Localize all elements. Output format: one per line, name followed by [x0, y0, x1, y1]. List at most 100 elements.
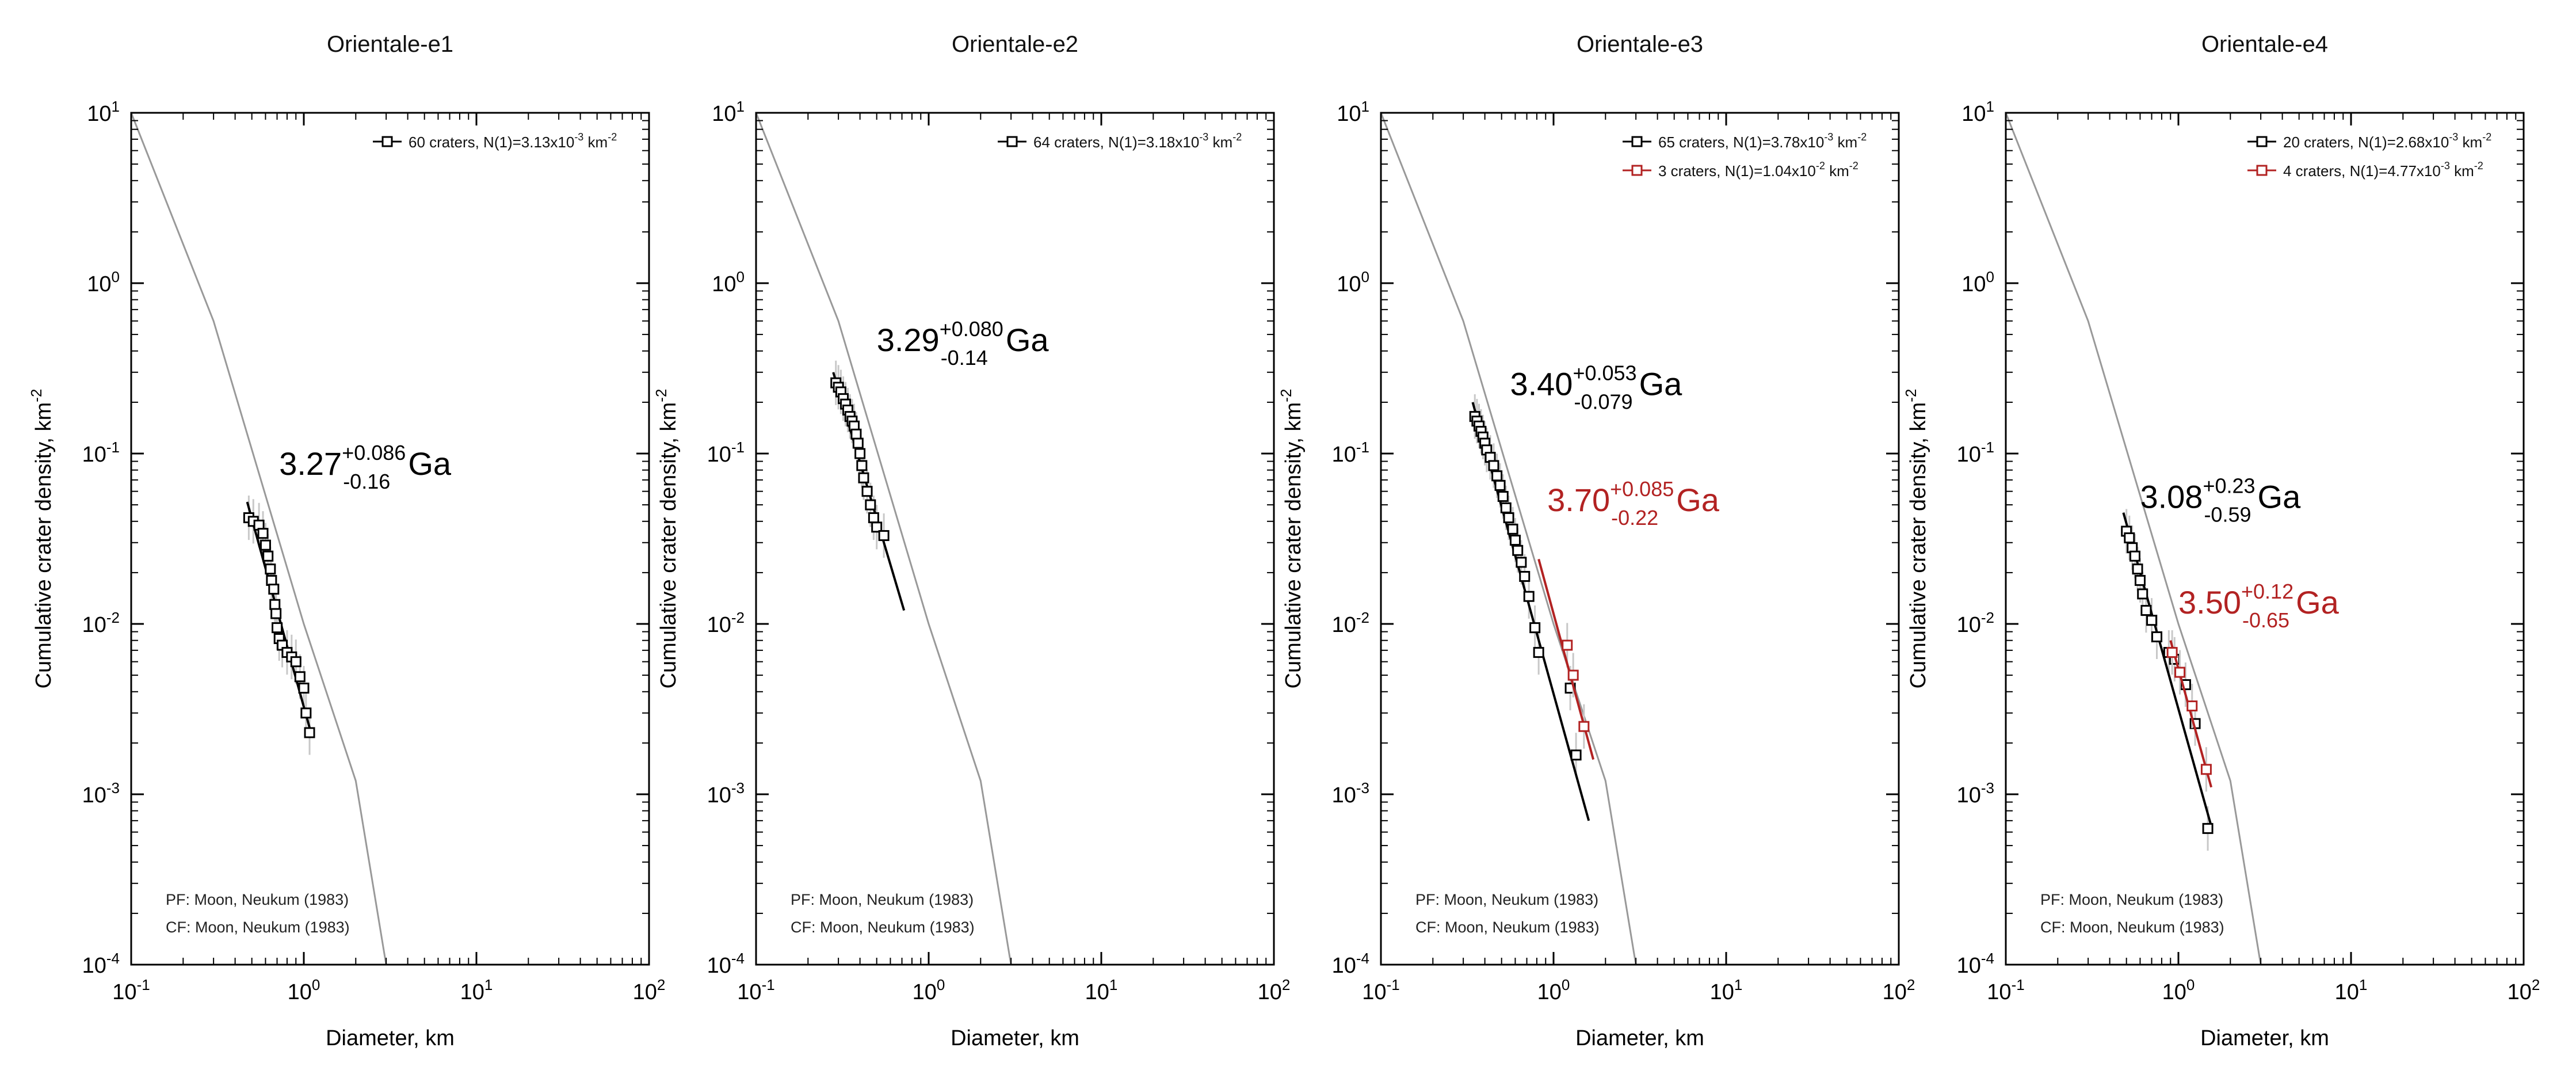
age-plus-error: +0.23 — [2203, 474, 2255, 497]
data-point — [878, 530, 890, 542]
age-unit: Ga — [2258, 478, 2302, 515]
data-point — [2200, 764, 2212, 775]
legend-unit: km — [1825, 162, 1849, 180]
tick-base: 10 — [1337, 102, 1361, 126]
x-tick-label: 102 — [1258, 976, 1291, 1004]
reference-note: CF: Moon, Neukum (1983) — [1415, 919, 1600, 936]
x-tick-label: 10-1 — [1987, 976, 2024, 1004]
age-annotation: 3.29+0.080Ga — [877, 317, 1050, 358]
tick-exponent: 1 — [1109, 976, 1117, 993]
data-point — [1494, 479, 1506, 491]
plot-frame — [2005, 112, 2525, 966]
tick-exponent: 2 — [1282, 976, 1290, 993]
data-point — [2129, 550, 2140, 562]
age-plus-error: +0.086 — [342, 441, 406, 464]
y-tick-label: 101 — [87, 98, 120, 126]
series-1 — [243, 495, 315, 755]
data-point — [300, 707, 312, 719]
tick-exponent: -1 — [731, 439, 745, 456]
plot-data-area — [1381, 113, 1637, 965]
tick-exponent: 2 — [2532, 976, 2540, 993]
data-point — [259, 539, 271, 551]
data-point — [2146, 615, 2158, 626]
data-point — [1509, 535, 1521, 546]
chart-title: Orientale-e4 — [2201, 32, 2328, 57]
x-tick-label: 10-1 — [1362, 976, 1399, 1004]
data-point — [1497, 491, 1509, 502]
age-minus-error: -0.16 — [343, 470, 390, 493]
tick-base: 10 — [2162, 980, 2186, 1004]
tick-exponent: 0 — [112, 268, 120, 285]
tick-exponent: -1 — [1356, 439, 1369, 456]
tick-exponent: 0 — [1361, 268, 1369, 285]
y-axis-label-exponent: -2 — [1277, 389, 1295, 402]
x-axis-label: Diameter, km — [951, 1026, 1079, 1050]
data-point — [2124, 532, 2135, 543]
reference-note: CF: Moon, Neukum (1983) — [166, 919, 350, 936]
legend-exponent: -3 — [2449, 131, 2458, 143]
y-tick-label: 100 — [87, 268, 120, 296]
tick-exponent: 1 — [2359, 976, 2367, 993]
legend-unit-exponent: -2 — [2482, 131, 2491, 143]
data-point — [1491, 470, 1503, 482]
data-point — [2186, 700, 2198, 712]
data-point — [268, 584, 280, 595]
y-tick-label: 10-1 — [1332, 439, 1369, 467]
age-minus-error: -0.079 — [1574, 390, 1632, 414]
tick-exponent: 1 — [484, 976, 493, 993]
y-axis-label-text: Cumulative crater density, km — [657, 402, 681, 689]
data-point — [868, 512, 879, 524]
x-tick-label: 102 — [2508, 976, 2540, 1004]
tick-base: 10 — [112, 980, 136, 1004]
plot-data-area — [131, 113, 387, 965]
data-point — [257, 528, 269, 539]
reference-note: PF: Moon, Neukum (1983) — [1415, 891, 1598, 908]
data-point — [871, 521, 883, 533]
tick-base: 10 — [82, 783, 106, 808]
age-value: 3.27 — [279, 445, 342, 482]
data-point — [304, 727, 315, 738]
legend-exponent: -2 — [1816, 160, 1825, 172]
age-annotation: 3.50+0.12Ga — [2178, 580, 2340, 620]
legend-entry: 64 craters, N(1)=3.18x10-3 km-2 — [1033, 131, 1242, 151]
production-function-curve — [131, 113, 387, 965]
age-unit: Ga — [1676, 482, 1720, 518]
data-point — [2174, 667, 2186, 678]
tick-exponent: -4 — [1356, 950, 1369, 967]
chart-title: Orientale-e1 — [327, 32, 453, 57]
tick-exponent: -1 — [106, 439, 120, 456]
x-tick-label: 101 — [1710, 976, 1743, 1004]
tick-base: 10 — [1085, 980, 1109, 1004]
legend-text: 64 craters, N(1)=3.18x10 — [1033, 134, 1199, 151]
legend-text: 65 craters, N(1)=3.78x10 — [1658, 134, 1824, 151]
tick-base: 10 — [1332, 443, 1356, 467]
data-point — [266, 574, 277, 586]
age-unit: Ga — [408, 445, 452, 482]
y-axis-label: Cumulative crater density, km-2 — [1277, 389, 1306, 689]
data-point — [2166, 647, 2178, 658]
tick-exponent: -4 — [106, 950, 120, 967]
legend-unit-exponent: -2 — [2474, 160, 2483, 172]
y-tick-label: 10-4 — [707, 950, 745, 978]
age-unit: Ga — [2296, 584, 2340, 620]
tick-exponent: 0 — [312, 976, 320, 993]
data-point — [1567, 669, 1579, 681]
data-point — [1503, 512, 1514, 524]
data-point — [1562, 639, 1573, 651]
tick-base: 10 — [82, 443, 106, 467]
plot-data-area — [2006, 113, 2262, 965]
tick-exponent: 2 — [1907, 976, 1915, 993]
x-tick-label: 101 — [460, 976, 493, 1004]
legend-marker — [2256, 136, 2268, 147]
data-point — [294, 671, 306, 683]
age-plus-error: +0.085 — [1610, 477, 1674, 501]
y-tick-label: 10-2 — [1332, 609, 1369, 637]
y-axis-label: Cumulative crater density, km-2 — [1902, 389, 1930, 689]
data-point — [2140, 605, 2152, 616]
legend-marker — [1631, 165, 1643, 176]
y-tick-label: 10-2 — [707, 609, 745, 637]
data-point — [1533, 647, 1544, 658]
data-point — [852, 437, 864, 449]
